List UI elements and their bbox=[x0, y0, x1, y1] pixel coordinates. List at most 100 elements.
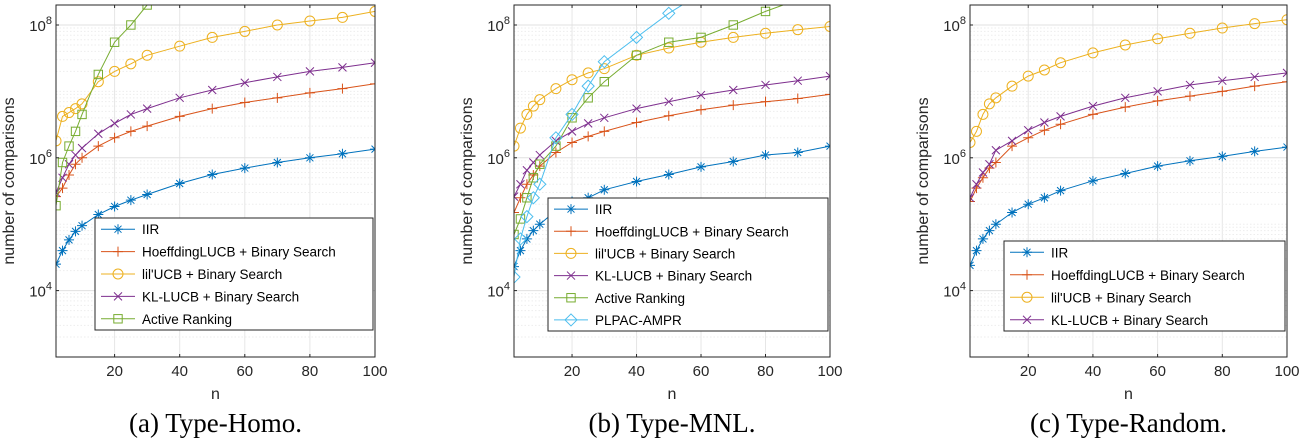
series-line bbox=[514, 5, 684, 278]
x-tick-label: 60 bbox=[1149, 363, 1166, 380]
series-kl-lucb-binary-search bbox=[514, 71, 830, 201]
data-point bbox=[1040, 118, 1049, 127]
data-point bbox=[336, 11, 348, 23]
data-point bbox=[970, 136, 976, 148]
data-point bbox=[64, 141, 74, 151]
data-point bbox=[972, 179, 981, 189]
data-point bbox=[1023, 132, 1034, 143]
data-point bbox=[272, 157, 283, 168]
data-point bbox=[272, 72, 282, 82]
legend-label: HoeffdingLUCB + Binary Search bbox=[142, 245, 336, 260]
data-point bbox=[825, 71, 830, 81]
x-tick-label: 80 bbox=[302, 363, 319, 380]
data-point bbox=[515, 245, 526, 256]
panel-caption: (b) Type-MNL. bbox=[588, 408, 755, 438]
data-point bbox=[1217, 151, 1228, 162]
legend-marker bbox=[1022, 315, 1032, 325]
chart-panel-2: 20 40 60 80 100 104 106 108 n number of compariso… bbox=[459, 0, 843, 438]
data-point bbox=[125, 58, 137, 70]
data-point bbox=[1250, 72, 1260, 82]
legend-label: Active Ranking bbox=[595, 291, 685, 306]
data-point bbox=[514, 207, 519, 218]
data-point bbox=[760, 150, 771, 161]
legend-item: HoeffdingLUCB + Binary Search bbox=[101, 245, 336, 260]
data-point bbox=[515, 192, 526, 203]
axes-box bbox=[969, 4, 1288, 358]
data-point bbox=[1152, 95, 1163, 106]
data-point bbox=[792, 24, 804, 36]
data-point bbox=[990, 219, 1001, 230]
data-point bbox=[760, 27, 772, 39]
series-lil-ucb-binary-search bbox=[514, 20, 830, 152]
data-point bbox=[174, 178, 185, 189]
data-point bbox=[142, 5, 152, 10]
data-point bbox=[207, 103, 218, 114]
legend-label: KL-LUCB + Binary Search bbox=[142, 289, 299, 304]
data-point bbox=[64, 234, 75, 245]
data-point bbox=[369, 5, 375, 17]
series-line bbox=[56, 62, 375, 193]
data-point bbox=[126, 110, 136, 119]
data-point bbox=[514, 140, 520, 152]
data-point bbox=[1281, 14, 1287, 26]
data-point bbox=[239, 25, 251, 37]
x-axis-label: n bbox=[1124, 386, 1133, 403]
legend-marker bbox=[113, 224, 123, 235]
data-point bbox=[551, 136, 561, 146]
y-tick-label: 104 bbox=[29, 281, 52, 301]
data-point bbox=[526, 191, 541, 205]
data-point bbox=[1055, 185, 1066, 196]
legend-item: KL-LUCB + Binary Search bbox=[554, 269, 752, 284]
data-point bbox=[977, 233, 988, 244]
data-point bbox=[63, 107, 75, 119]
y-tick-label: 106 bbox=[943, 148, 966, 168]
data-point bbox=[1217, 76, 1227, 86]
data-point bbox=[77, 143, 87, 153]
data-point bbox=[599, 76, 609, 87]
data-point bbox=[583, 93, 593, 103]
data-point bbox=[549, 131, 563, 145]
data-point bbox=[1120, 168, 1131, 179]
data-point bbox=[1282, 68, 1287, 78]
data-point bbox=[631, 50, 642, 60]
data-point bbox=[597, 54, 611, 69]
data-point bbox=[1038, 64, 1050, 76]
legend-label: PLPAC-AMPR bbox=[595, 313, 682, 328]
data-point bbox=[1152, 161, 1163, 172]
legend-box bbox=[1003, 240, 1286, 332]
data-point bbox=[599, 113, 609, 123]
legend-item: HoeffdingLUCB + Binary Search bbox=[554, 224, 789, 239]
series-line bbox=[514, 5, 785, 235]
data-point bbox=[583, 131, 594, 142]
panel-caption: (c) Type-Random. bbox=[1030, 408, 1227, 438]
series-hoeffdinglucb-binary-search bbox=[514, 89, 830, 218]
data-point bbox=[794, 0, 802, 4]
data-point bbox=[550, 83, 562, 95]
data-point bbox=[824, 20, 830, 32]
legend-item: lil'UCB + Binary Search bbox=[1010, 290, 1191, 305]
series-iir bbox=[56, 144, 375, 270]
data-point bbox=[978, 168, 988, 177]
series-lil-ucb-binary-search bbox=[970, 14, 1287, 148]
x-tick-label: 40 bbox=[1085, 363, 1102, 380]
data-point bbox=[629, 30, 644, 45]
data-point bbox=[1249, 81, 1260, 92]
data-point bbox=[57, 110, 69, 122]
data-point bbox=[109, 201, 120, 212]
data-point bbox=[1216, 22, 1228, 34]
panel-caption: (a) Type-Homo. bbox=[129, 408, 302, 438]
data-point bbox=[370, 78, 375, 89]
x-tick-label: 100 bbox=[1274, 363, 1299, 380]
data-point bbox=[240, 78, 250, 88]
data-point bbox=[664, 37, 674, 47]
data-point bbox=[551, 141, 561, 151]
legend-marker bbox=[1021, 291, 1033, 303]
data-point bbox=[239, 163, 250, 174]
data-point bbox=[1039, 125, 1050, 136]
legend-label: Active Ranking bbox=[142, 312, 232, 327]
data-point bbox=[567, 137, 578, 148]
data-point bbox=[631, 49, 643, 61]
data-point bbox=[1022, 70, 1034, 82]
x-tick-label: 100 bbox=[817, 363, 842, 380]
data-point bbox=[528, 173, 539, 183]
